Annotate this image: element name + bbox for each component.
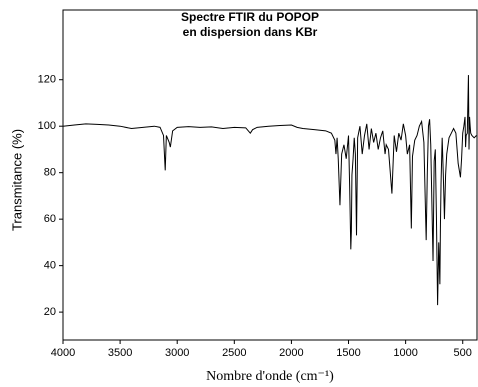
y-tick-label: 40 <box>44 260 56 272</box>
x-tick-label: 1000 <box>393 347 417 359</box>
y-tick-label: 100 <box>38 120 56 132</box>
y-tick-label: 80 <box>44 167 56 179</box>
plot-frame <box>62 9 478 341</box>
x-tick-label: 2500 <box>222 347 246 359</box>
x-tick-label: 500 <box>454 347 472 359</box>
y-tick-label: 60 <box>44 213 56 225</box>
x-axis-label: Nombre d'onde (cm⁻¹) <box>206 369 334 384</box>
x-tick-label: 2000 <box>279 347 303 359</box>
y-tick-label: 20 <box>44 306 56 318</box>
spectrum-line <box>62 75 477 306</box>
y-tick-label: 120 <box>38 74 56 86</box>
x-tick-label: 3000 <box>165 347 189 359</box>
y-axis-label: Transmitance (%) <box>9 129 24 231</box>
x-tick-label: 4000 <box>51 347 75 359</box>
chart-title: en dispersion dans KBr <box>183 25 318 39</box>
x-tick-label: 1500 <box>336 347 360 359</box>
x-tick-label: 3500 <box>108 347 132 359</box>
chart-title: Spectre FTIR du POPOP <box>181 10 319 24</box>
